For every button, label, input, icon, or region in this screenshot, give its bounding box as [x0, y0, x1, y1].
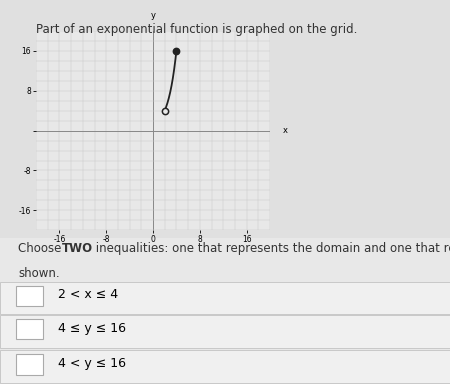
Text: 4 < y ≤ 16: 4 < y ≤ 16 [58, 357, 126, 370]
Text: y: y [150, 11, 156, 20]
Text: x: x [283, 126, 288, 135]
FancyBboxPatch shape [16, 285, 43, 306]
FancyBboxPatch shape [0, 351, 450, 382]
FancyBboxPatch shape [16, 354, 43, 374]
Text: Choose: Choose [18, 242, 65, 255]
Text: 4 ≤ y ≤ 16: 4 ≤ y ≤ 16 [58, 322, 126, 335]
FancyBboxPatch shape [16, 319, 43, 339]
Text: inequalities: one that represents the domain and one that repr: inequalities: one that represents the do… [92, 242, 450, 255]
FancyBboxPatch shape [0, 282, 450, 314]
Text: Part of an exponential function is graphed on the grid.: Part of an exponential function is graph… [36, 23, 357, 36]
Text: shown.: shown. [18, 267, 59, 280]
FancyBboxPatch shape [0, 315, 450, 348]
Text: TWO: TWO [62, 242, 93, 255]
Text: 2 < x ≤ 4: 2 < x ≤ 4 [58, 288, 119, 301]
